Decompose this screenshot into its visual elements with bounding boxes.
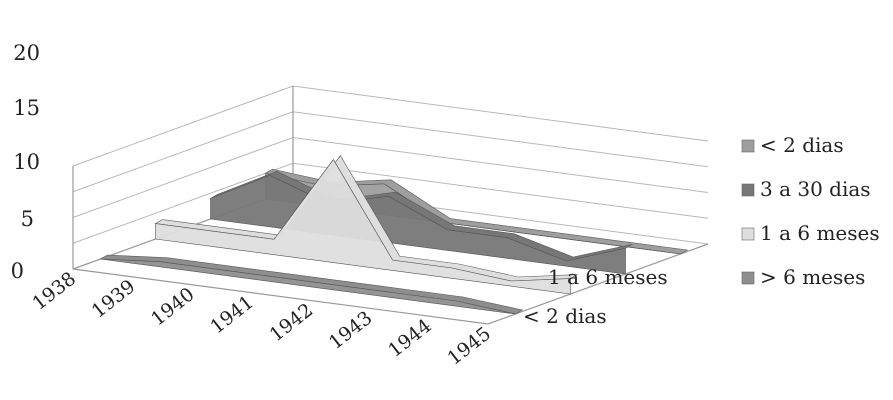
x-tick-label: 1940 bbox=[147, 283, 199, 330]
x-axis-labels: 1938 1939 1940 1941 1942 1943 1944 1945 bbox=[28, 268, 495, 370]
floor-edge bbox=[72, 243, 709, 325]
depth-label-1-a-6-meses: 1 a 6 meses bbox=[548, 265, 668, 289]
y-tick-label: 20 bbox=[13, 41, 40, 65]
series-area bbox=[100, 258, 516, 315]
x-tick-label: 1945 bbox=[443, 323, 495, 370]
legend-swatch bbox=[741, 139, 755, 153]
depth-label-menos-2-dias: < 2 dias bbox=[523, 304, 607, 328]
series-area bbox=[155, 159, 571, 295]
legend-item: 3 a 30 dias bbox=[741, 177, 871, 201]
legend-label: 1 a 6 meses bbox=[760, 221, 880, 245]
y-tick-label: 5 bbox=[21, 207, 34, 231]
x-tick-label: 1943 bbox=[325, 307, 377, 354]
x-tick-label: 1938 bbox=[28, 268, 80, 315]
legend-label: < 2 dias bbox=[760, 133, 844, 157]
series--6-meses bbox=[99, 254, 524, 315]
x-tick-label: 1941 bbox=[206, 291, 258, 338]
legend: < 2 dias 3 a 30 dias 1 a 6 meses > 6 meses bbox=[741, 133, 880, 289]
y-tick-label: 15 bbox=[13, 96, 40, 120]
legend-item: < 2 dias bbox=[741, 133, 844, 157]
legend-swatch bbox=[741, 271, 755, 285]
y-tick-label: 10 bbox=[13, 150, 40, 174]
series-layer bbox=[99, 155, 689, 315]
series-1-a-6-meses bbox=[154, 155, 578, 295]
series-3-a-30-dias bbox=[210, 171, 633, 275]
y-axis-labels: 0 5 10 15 20 bbox=[11, 41, 40, 283]
legend-swatch bbox=[741, 183, 755, 197]
legend-swatch bbox=[741, 227, 755, 241]
y-tick-label: 0 bbox=[11, 259, 24, 283]
x-tick-label: 1944 bbox=[384, 315, 436, 362]
legend-label: 3 a 30 dias bbox=[760, 177, 871, 201]
depth-axis-labels: 1 a 6 meses < 2 dias bbox=[523, 265, 668, 328]
x-tick-label: 1939 bbox=[88, 275, 140, 322]
legend-item: > 6 meses bbox=[741, 265, 865, 289]
legend-label: > 6 meses bbox=[760, 265, 865, 289]
legend-item: 1 a 6 meses bbox=[741, 221, 880, 245]
x-tick-label: 1942 bbox=[266, 299, 318, 346]
